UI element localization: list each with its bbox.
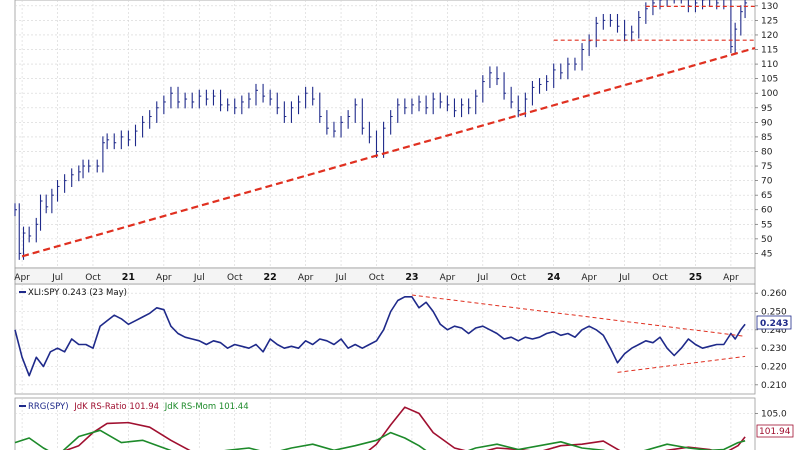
ratio-panel bbox=[14, 283, 756, 395]
ratio-last-value-tag: 0.243 bbox=[756, 315, 792, 330]
rrg-legend-label: RRG(SPY) bbox=[28, 402, 69, 412]
ratio-line-xli-spy bbox=[14, 296, 746, 377]
x-tick-label: Oct bbox=[85, 273, 101, 283]
x-tick-label: Oct bbox=[227, 273, 243, 283]
y-tick-label: 70 bbox=[761, 177, 773, 187]
y-tick-label: 115 bbox=[761, 46, 778, 56]
x-tick-label: Jul bbox=[51, 273, 63, 283]
y-axis-ticks: 45 50 55 60 65 70 75 80 85 90 95 100 105 110 115 120 125… bbox=[755, 2, 787, 419]
y-tick-label: 50 bbox=[761, 235, 773, 245]
x-tick-label: Jul bbox=[335, 273, 347, 283]
x-tick-label: Jul bbox=[476, 273, 488, 283]
x-tick-label: Jul bbox=[193, 273, 205, 283]
y-tick-label: 55 bbox=[761, 220, 772, 230]
x-tick-label: Apr bbox=[723, 273, 739, 283]
rrg-panel bbox=[14, 397, 756, 454]
x-tick-label: Apr bbox=[298, 273, 314, 283]
ratio-legend-label: XLI:SPY 0.243 (23 May) bbox=[28, 288, 127, 298]
x-tick-label: Oct bbox=[510, 273, 526, 283]
x-axis-ticks: Apr Jul Oct 21 Apr Jul Oct 22 Apr Jul Oct 23 Apr Jul O… bbox=[14, 272, 739, 283]
ratio-trendline bbox=[617, 355, 746, 373]
ratio-legend: XLI:SPY 0.243 (23 May) bbox=[19, 288, 127, 298]
y-tick-label: 125 bbox=[761, 16, 778, 26]
ratio-last-value: 0.243 bbox=[760, 319, 788, 329]
y-tick-label: 130 bbox=[761, 2, 778, 12]
y-tick-label: 75 bbox=[761, 162, 772, 172]
rrg-last-value-tag: 101.94 bbox=[756, 424, 794, 438]
y-tick-label: 90 bbox=[761, 118, 773, 128]
rrg-last-value: 101.94 bbox=[759, 427, 791, 437]
y-tick-label: 110 bbox=[761, 60, 778, 70]
x-tick-label: Oct bbox=[369, 273, 385, 283]
y-tick-label: 0.240 bbox=[761, 326, 787, 336]
x-tick-label: 24 bbox=[547, 272, 561, 283]
x-tick-label: 23 bbox=[405, 272, 418, 283]
y-tick-label: 95 bbox=[761, 104, 772, 114]
x-tick-label: Apr bbox=[440, 273, 456, 283]
y-tick-label: 0.250 bbox=[761, 308, 787, 318]
x-tick-label: Oct bbox=[652, 273, 668, 283]
ratio-series bbox=[14, 294, 746, 377]
y-tick-label: 0.210 bbox=[761, 381, 787, 391]
y-tick-label: 0.230 bbox=[761, 344, 787, 354]
x-tick-label: Apr bbox=[14, 273, 30, 283]
svg-text:RRG(SPY) JdK RS-Ratio 10: RRG(SPY) JdK RS-Ratio 101.94 JdK RS-Mom … bbox=[28, 402, 249, 412]
y-tick-label: 0.220 bbox=[761, 363, 787, 373]
y-tick-label: 85 bbox=[761, 133, 772, 143]
rrg-legend-mom: JdK RS-Mom 101.44 bbox=[164, 402, 249, 412]
y-tick-label: 65 bbox=[761, 191, 772, 201]
rrg-legend-ratio: JdK RS-Ratio 101.94 bbox=[73, 402, 159, 412]
price-series bbox=[14, 0, 756, 260]
x-tick-label: 22 bbox=[264, 272, 277, 283]
price-trendline bbox=[21, 47, 756, 258]
x-tick-label: Apr bbox=[581, 273, 597, 283]
x-tick-label: Apr bbox=[156, 273, 172, 283]
x-axis-strip bbox=[14, 267, 756, 285]
y-tick-label: 120 bbox=[761, 31, 778, 41]
rrg-line-jdk-rs-ratio bbox=[14, 406, 746, 454]
rrg-legend: RRG(SPY) JdK RS-Ratio 101.94 JdK RS-Mom … bbox=[19, 402, 249, 412]
y-tick-label: 0.260 bbox=[761, 289, 787, 299]
y-tick-label: 105 bbox=[761, 75, 778, 85]
y-tick-label: 60 bbox=[761, 206, 773, 216]
y-tick-label: 100 bbox=[761, 89, 778, 99]
y-tick-label: 45 bbox=[761, 249, 772, 259]
x-tick-label: 21 bbox=[122, 272, 135, 283]
y-tick-label: 105.0 bbox=[761, 409, 787, 419]
y-tick-label: 80 bbox=[761, 147, 773, 157]
x-tick-label: 25 bbox=[689, 272, 702, 283]
x-tick-label: Jul bbox=[618, 273, 630, 283]
price-panel bbox=[14, 0, 756, 269]
